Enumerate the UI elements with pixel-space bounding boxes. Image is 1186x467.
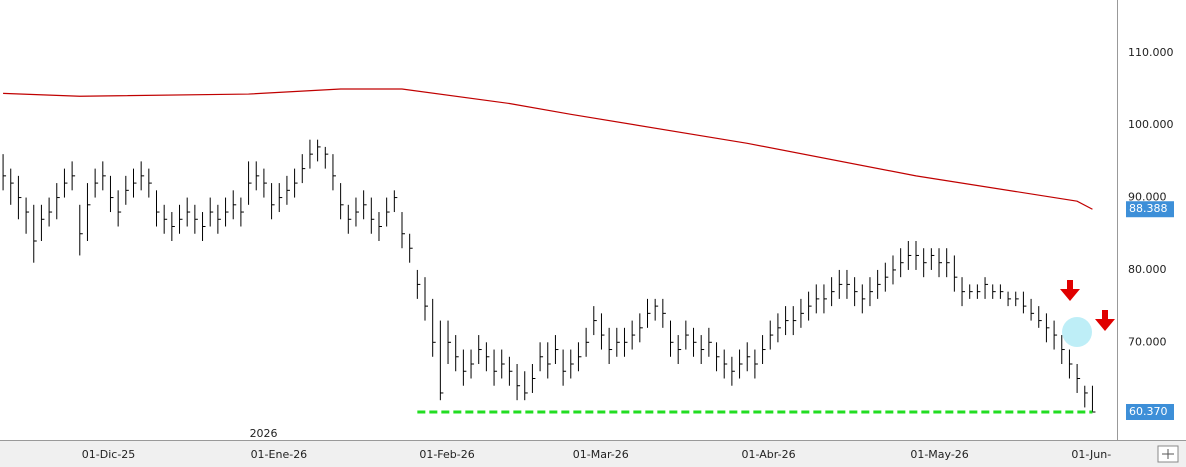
labels: 70.000 80.000 90.000 100.000 110.000 01-Dic-2… — [82, 46, 1174, 461]
down-arrow — [1095, 310, 1115, 331]
y-tick-label: 100.000 — [1128, 118, 1174, 131]
moving-average — [3, 88, 1093, 210]
highlight-circle — [1062, 317, 1092, 347]
x-tick-label: 01-Jun- — [1071, 448, 1111, 461]
x-tick-label: 01-Dic-25 — [82, 448, 136, 461]
x-tick-label: 01-May-26 — [910, 448, 968, 461]
y-tick-label: 80.000 — [1128, 263, 1167, 276]
year-label: 2026 — [250, 427, 278, 440]
x-tick-label: 01-Abr-26 — [742, 448, 796, 461]
x-tick-label: 01-Feb-26 — [419, 448, 474, 461]
x-axis-band — [0, 440, 1186, 467]
y-tick-label: 110.000 — [1128, 46, 1174, 59]
y-tick-label: 70.000 — [1128, 335, 1167, 348]
price-label: 88.388 — [1129, 202, 1168, 215]
x-tick-label: 01-Ene-26 — [251, 448, 308, 461]
x-tick-label: 01-Mar-26 — [573, 448, 629, 461]
price-label-box — [1126, 403, 1174, 420]
settings-icon-glyph — [1162, 449, 1174, 459]
plot — [2, 88, 1096, 414]
price-label: 60.370 — [1129, 405, 1168, 418]
y-tick-label: 90.000 — [1128, 191, 1167, 204]
price-label-box — [1126, 201, 1174, 218]
down-arrow — [1060, 280, 1080, 301]
